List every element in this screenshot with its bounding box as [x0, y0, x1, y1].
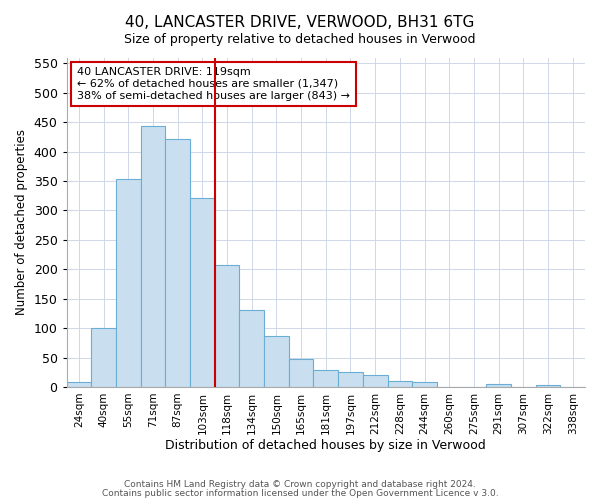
Bar	[289, 358, 313, 387]
Bar	[264, 336, 289, 387]
Text: Contains HM Land Registry data © Crown copyright and database right 2024.: Contains HM Land Registry data © Crown c…	[124, 480, 476, 489]
Bar	[338, 372, 363, 387]
Bar	[215, 264, 239, 387]
Text: Contains public sector information licensed under the Open Government Licence v : Contains public sector information licen…	[101, 488, 499, 498]
Text: 40 LANCASTER DRIVE: 119sqm
← 62% of detached houses are smaller (1,347)
38% of s: 40 LANCASTER DRIVE: 119sqm ← 62% of deta…	[77, 68, 350, 100]
Bar	[313, 370, 338, 387]
Bar	[239, 310, 264, 387]
Text: 40, LANCASTER DRIVE, VERWOOD, BH31 6TG: 40, LANCASTER DRIVE, VERWOOD, BH31 6TG	[125, 15, 475, 30]
Bar	[388, 381, 412, 387]
Bar	[91, 328, 116, 387]
Bar	[363, 375, 388, 387]
Text: Size of property relative to detached houses in Verwood: Size of property relative to detached ho…	[124, 32, 476, 46]
Bar	[67, 382, 91, 387]
Bar	[486, 384, 511, 387]
Bar	[412, 382, 437, 387]
Y-axis label: Number of detached properties: Number of detached properties	[15, 129, 28, 315]
Bar	[116, 178, 140, 387]
Bar	[190, 198, 215, 387]
Bar	[166, 138, 190, 387]
X-axis label: Distribution of detached houses by size in Verwood: Distribution of detached houses by size …	[166, 440, 486, 452]
Bar	[536, 385, 560, 387]
Bar	[140, 126, 166, 387]
